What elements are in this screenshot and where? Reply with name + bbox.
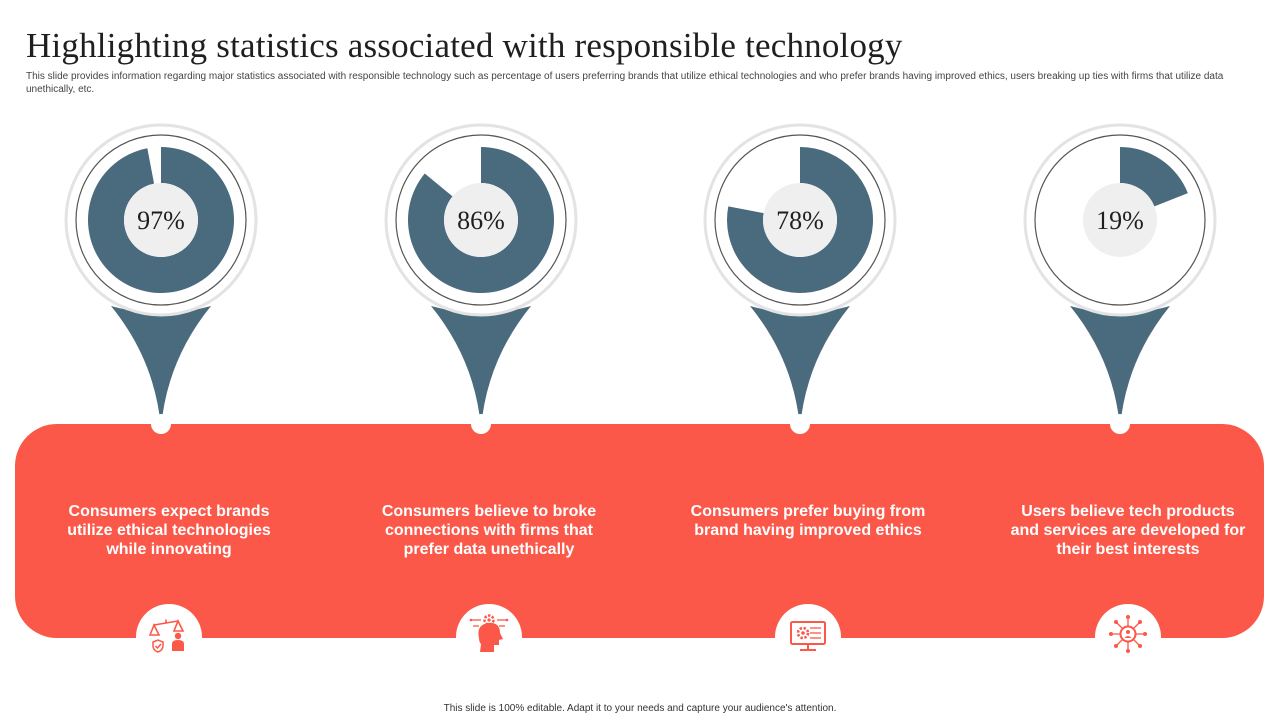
pin-tail-1: [111, 306, 211, 428]
donut-center-2: [444, 183, 518, 257]
donut-slice-1: [88, 147, 235, 293]
description-3: Consumers prefer buying from brand havin…: [690, 503, 926, 539]
pin-tail-2: [431, 306, 531, 428]
description-2: Consumers believe to broke connections w…: [381, 503, 597, 558]
description-band: [15, 424, 1264, 638]
footer-note: This slide is 100% editable. Adapt it to…: [443, 703, 837, 714]
head-gear-icon: [469, 614, 509, 652]
description-4: Users believe tech products and services…: [1010, 503, 1246, 558]
icon-badge-2: [456, 604, 522, 670]
value-label-2: 86%: [457, 206, 505, 235]
pin-tail-4: [1070, 306, 1170, 428]
pin-notch-1: [151, 414, 171, 434]
pin-notch-2: [471, 414, 491, 434]
pin-notch-4: [1110, 414, 1130, 434]
donut-slice-2: [408, 147, 554, 293]
pin-notch-3: [790, 414, 810, 434]
icon-badge-4: [1095, 604, 1161, 670]
donut-center-3: [763, 183, 837, 257]
page-subtitle: This slide provides information regardin…: [26, 71, 1224, 95]
page-title: Highlighting statistics associated with …: [26, 26, 903, 65]
donut-center-1: [124, 183, 198, 257]
scales-person-icon: [149, 619, 185, 653]
donut-center-4: [1083, 183, 1157, 257]
icon-badge-3: [775, 604, 841, 670]
donut-slice-4: [1120, 147, 1188, 207]
value-label-4: 19%: [1096, 206, 1144, 235]
value-label-3: 78%: [776, 206, 824, 235]
network-user-icon: [1109, 615, 1147, 653]
value-label-1: 97%: [137, 206, 185, 235]
monitor-gear-icon: [790, 621, 826, 651]
description-1: Consumers expect brands utilize ethical …: [67, 503, 271, 558]
icon-badge-1: [136, 604, 202, 670]
pin-tail-3: [750, 306, 850, 428]
donut-slice-3: [726, 147, 873, 293]
